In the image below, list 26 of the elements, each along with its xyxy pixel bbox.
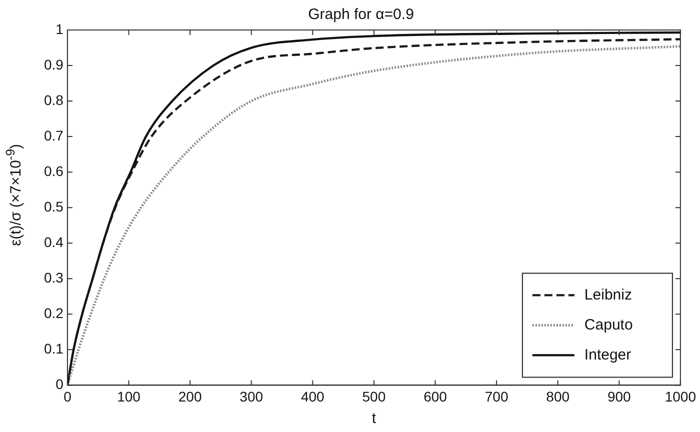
x-tick-label: 200 <box>178 388 202 404</box>
x-tick-label: 300 <box>240 388 264 404</box>
x-tick-label: 500 <box>362 388 386 404</box>
legend-label: Integer <box>584 346 632 364</box>
x-tick-label: 100 <box>117 388 141 404</box>
x-tick-label: 600 <box>424 388 448 404</box>
y-tick-label: 0.4 <box>44 234 64 250</box>
chart-title: Graph for α=0.9 <box>308 6 414 24</box>
y-tick-label: 0.7 <box>44 127 64 144</box>
x-tick-label: 800 <box>546 388 570 404</box>
y-tick-label: 0 <box>56 376 64 392</box>
y-tick-label: 0.2 <box>44 305 64 322</box>
x-axis-title: t <box>372 410 377 428</box>
x-tick-label: 700 <box>484 388 508 404</box>
y-tick-label: 1 <box>56 20 64 37</box>
x-tick-label: 400 <box>300 388 325 404</box>
y-tick-label: 0.6 <box>44 162 64 179</box>
x-tick-label: 900 <box>607 388 632 404</box>
legend-label: Leibniz <box>584 286 632 304</box>
legend-label: Caputo <box>584 316 633 334</box>
x-tick-label: 1000 <box>664 388 696 404</box>
y-tick-label: 0.1 <box>44 340 64 357</box>
y-tick-label: 0.5 <box>44 198 64 214</box>
y-tick-label: 0.3 <box>44 270 64 286</box>
y-tick-label: 0.8 <box>44 92 64 108</box>
y-tick-label: 0.9 <box>44 56 64 72</box>
